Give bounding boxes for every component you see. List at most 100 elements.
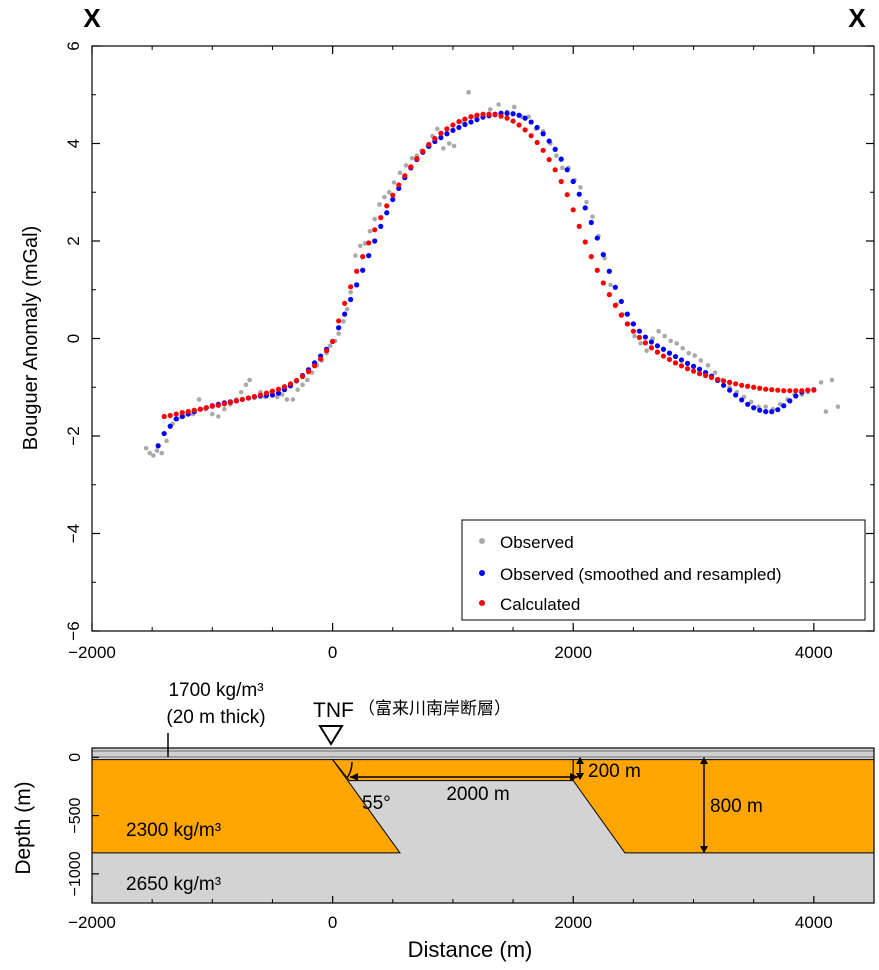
observed-point — [377, 202, 382, 207]
smoothed-point — [564, 167, 570, 173]
calculated-point — [805, 387, 811, 393]
calculated-point — [696, 371, 703, 377]
calculated-point — [396, 182, 402, 188]
observed-point — [644, 348, 649, 353]
legend-marker-observed — [479, 538, 485, 544]
smoothed-point — [727, 387, 733, 393]
top-y-tick-label: −2 — [64, 426, 83, 445]
calculated-point — [173, 411, 179, 417]
smoothed-point — [588, 219, 594, 226]
smoothed-point — [173, 416, 179, 422]
calculated-point — [293, 377, 300, 384]
calculated-point — [504, 115, 510, 121]
observed-point — [511, 104, 517, 110]
calculated-point — [612, 302, 618, 308]
smoothed-point — [534, 124, 540, 131]
observed-point — [447, 141, 452, 146]
legend-label-calculated: Calculated — [500, 595, 580, 614]
observed-point — [397, 170, 403, 176]
legend-marker-smoothed — [479, 570, 485, 576]
calculated-point — [474, 112, 480, 118]
observed-point — [584, 199, 589, 205]
calculated-point — [745, 383, 751, 389]
calculated-point — [787, 388, 793, 394]
calculated-point — [287, 381, 294, 387]
calculated-point — [799, 388, 805, 394]
observed-point — [336, 331, 341, 336]
top-y-tick-label: −4 — [64, 524, 83, 543]
calculated-point — [227, 399, 233, 405]
smoothed-point — [155, 443, 161, 449]
calculated-point — [257, 392, 264, 398]
calculated-point — [384, 203, 390, 209]
calculated-point — [721, 378, 727, 384]
smoothed-point — [167, 423, 173, 429]
smoothed-point — [787, 398, 793, 404]
calculated-point — [654, 349, 661, 355]
calculated-point — [456, 118, 462, 125]
calculated-point — [594, 267, 600, 273]
calculated-point — [540, 147, 546, 153]
calculated-point — [534, 139, 540, 146]
observed-point — [305, 377, 310, 383]
smoothed-point — [757, 407, 763, 413]
observed-point — [222, 406, 227, 412]
calculated-point — [666, 356, 673, 363]
observed-point — [151, 453, 156, 458]
observed-point — [341, 319, 346, 324]
smoothed-point — [336, 325, 342, 331]
dip-angle-arc — [346, 761, 353, 779]
smoothed-point — [540, 131, 546, 137]
smoothed-point — [763, 409, 769, 415]
smoothed-point — [678, 357, 685, 363]
shallow-depth-arrow-head-bottom — [576, 773, 584, 780]
observed-point — [290, 397, 296, 402]
observed-point — [668, 338, 673, 344]
smoothed-point — [721, 382, 727, 388]
calculated-point — [366, 240, 372, 246]
calculated-point — [426, 141, 432, 148]
top-x-tick-label: −2000 — [68, 643, 116, 662]
calculated-point — [281, 384, 288, 390]
smoothed-point — [372, 238, 378, 244]
observed-point — [748, 399, 754, 405]
observed-point — [143, 445, 149, 451]
calculated-point — [600, 280, 606, 286]
calculated-point — [372, 227, 378, 233]
observed-point — [674, 341, 679, 346]
observed-point — [154, 448, 160, 453]
calculated-point — [522, 127, 528, 133]
smoothed-point — [558, 156, 564, 162]
calculated-point — [727, 379, 733, 385]
smoothed-point — [751, 405, 757, 411]
dip-angle-label: 55° — [362, 793, 391, 814]
top-data-points — [143, 90, 841, 458]
calculated-point — [450, 122, 456, 128]
top-y-tick-label: 4 — [64, 139, 83, 148]
smoothed-point — [269, 392, 276, 398]
observed-point — [686, 350, 692, 356]
calculated-point — [167, 412, 173, 419]
calculated-point — [582, 239, 588, 245]
smoothed-point — [660, 346, 667, 352]
smoothed-point — [733, 392, 739, 398]
calculated-point — [781, 388, 787, 394]
calculated-point — [811, 387, 817, 393]
smoothed-point — [612, 284, 618, 290]
calculated-point — [336, 318, 342, 324]
observed-point — [554, 153, 559, 158]
smoothed-point — [354, 282, 360, 288]
top-x-tick-label: 2000 — [554, 643, 592, 662]
observed-point — [823, 409, 829, 414]
fault-label-japanese: （富来川南岸断層） — [358, 699, 511, 718]
calculated-point — [468, 114, 474, 120]
top-x-tick-label: 4000 — [795, 643, 833, 662]
observed-point — [274, 394, 280, 400]
calculated-point — [462, 116, 468, 122]
smoothed-point — [793, 393, 799, 399]
calculated-point — [239, 396, 245, 403]
calculated-point — [606, 292, 612, 298]
observed-point — [243, 382, 249, 388]
bottom-x-tick-label: 2000 — [554, 913, 592, 932]
